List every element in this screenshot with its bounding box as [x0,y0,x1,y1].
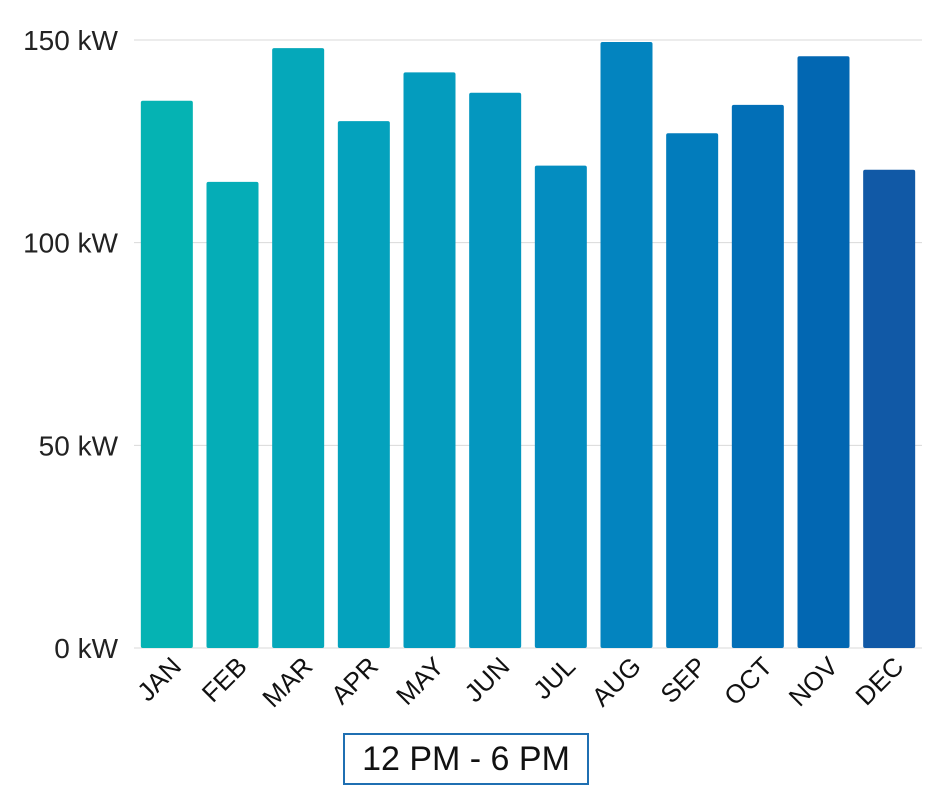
x-tick-label: DEC [849,651,909,711]
bar-nov [797,56,850,649]
x-tick-label: FEB [196,651,253,708]
x-tick-label: JAN [131,651,187,707]
x-tick-label: NOV [783,651,845,713]
bar-feb [206,181,259,648]
bar-apr [337,121,390,649]
x-tick-label: MAY [390,651,450,711]
bar-jan [140,100,193,649]
bar-oct [731,104,784,648]
x-tick-label: SEP [654,651,712,709]
y-tick-label: 100 kW [23,228,118,259]
bar-dec [863,169,916,648]
bar-aug [600,42,653,648]
x-tick-label: OCT [718,651,778,711]
bar-jul [534,165,587,649]
y-axis-tick-labels: 0 kW 50 kW 100 kW 150 kW [23,25,119,664]
bars [140,42,916,649]
x-axis-tick-labels: JAN FEB MAR APR MAY JUN JUL AUG SEP OCT NOV DEC [131,651,909,714]
bar-may [403,72,456,649]
bar-mar [272,48,325,648]
y-tick-label: 50 kW [39,430,119,461]
y-tick-label: 0 kW [54,633,118,664]
bar-jun [469,92,522,648]
x-tick-label: AUG [586,651,647,712]
legend-box: 12 PM - 6 PM [343,733,589,785]
x-tick-label: MAR [256,651,318,713]
gridlines [134,39,922,649]
y-tick-label: 150 kW [23,25,118,56]
x-tick-label: APR [325,651,384,710]
bar-sep [666,133,719,648]
x-tick-label: JUN [458,651,515,708]
x-tick-label: JUL [527,651,581,705]
legend-label: 12 PM - 6 PM [362,739,570,778]
